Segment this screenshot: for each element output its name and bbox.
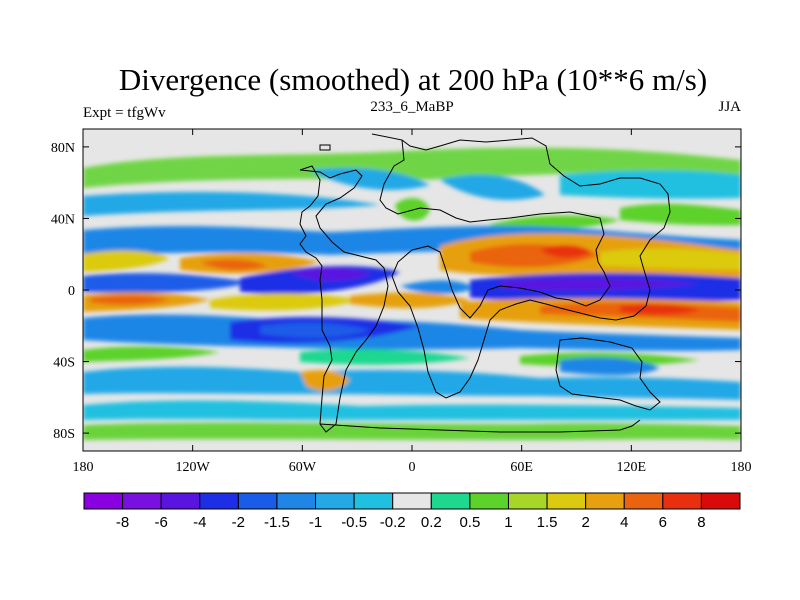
colorbar-swatch [315, 492, 355, 510]
colorbar-label: -4 [193, 514, 206, 531]
lon-tick-label: 120E [617, 460, 647, 475]
colorbar-swatch [237, 492, 278, 510]
colorbar-label: 4 [620, 514, 628, 531]
colorbar-swatch [276, 492, 317, 510]
continent-outlines [299, 133, 671, 433]
lon-tick-label: 60W [289, 460, 317, 475]
map-plot-area [83, 129, 741, 451]
lat-tick-label: 40S [53, 356, 75, 371]
case-label: 233_6_MaBP [370, 99, 453, 115]
experiment-label: Expt = tfgWv [83, 105, 166, 121]
lat-tick-label: 80N [51, 141, 75, 156]
colorbar-label: 1.5 [537, 514, 558, 531]
colorbar-label: -6 [155, 514, 168, 531]
colorbar-label: 1 [504, 514, 512, 531]
colorbar-swatch [199, 492, 239, 510]
latitude-axis: 80N 40N 0 40S 80S [51, 141, 741, 442]
colorbar-label: -0.2 [380, 514, 406, 531]
divergence-fields [83, 147, 741, 440]
colorbar-label: 6 [659, 514, 667, 531]
colorbar-label: -8 [116, 514, 129, 531]
colorbar-label: 0.5 [459, 514, 480, 531]
colorbar-swatch [353, 492, 394, 510]
colorbar-swatch [585, 492, 625, 510]
colorbar-label: -1.5 [264, 514, 290, 531]
lon-tick-label: 180 [731, 460, 752, 475]
lat-tick-label: 0 [68, 284, 75, 299]
colorbar-label: -2 [232, 514, 245, 531]
longitude-axis: 180 120W 60W 0 60E 120E 180 [73, 129, 752, 475]
colorbar-swatch [662, 492, 702, 510]
lon-tick-label: 0 [409, 460, 416, 475]
colorbar-swatch [160, 492, 201, 510]
colorbar-label: 8 [697, 514, 705, 531]
colorbar-label: -1 [309, 514, 322, 531]
colorbar-swatch [623, 492, 664, 510]
colorbar-swatch [430, 492, 471, 510]
colorbar-swatch [83, 492, 124, 510]
season-label: JJA [718, 99, 741, 115]
lon-tick-label: 180 [73, 460, 94, 475]
lat-tick-label: 40N [51, 212, 75, 227]
colorbar-label: 2 [581, 514, 589, 531]
colorbar-swatch [546, 492, 587, 510]
lon-tick-label: 60E [510, 460, 533, 475]
colorbar-swatch [392, 492, 432, 510]
colorbar-label: -0.5 [341, 514, 367, 531]
colorbar-swatch [507, 492, 548, 510]
map-title: Divergence (smoothed) at 200 hPa (10**6 … [119, 62, 707, 97]
lon-tick-label: 120W [176, 460, 211, 475]
colorbar-swatch [700, 492, 741, 510]
colorbar-swatch [122, 492, 162, 510]
colorbar: -8 -6 -4 -2 -1.5 -1 -0.5 -0.2 0.2 0.5 1 1.5 2 4 6 8 [83, 492, 741, 531]
colorbar-swatch [469, 492, 509, 510]
lat-tick-label: 80S [53, 427, 75, 442]
colorbar-label: 0.2 [421, 514, 442, 531]
